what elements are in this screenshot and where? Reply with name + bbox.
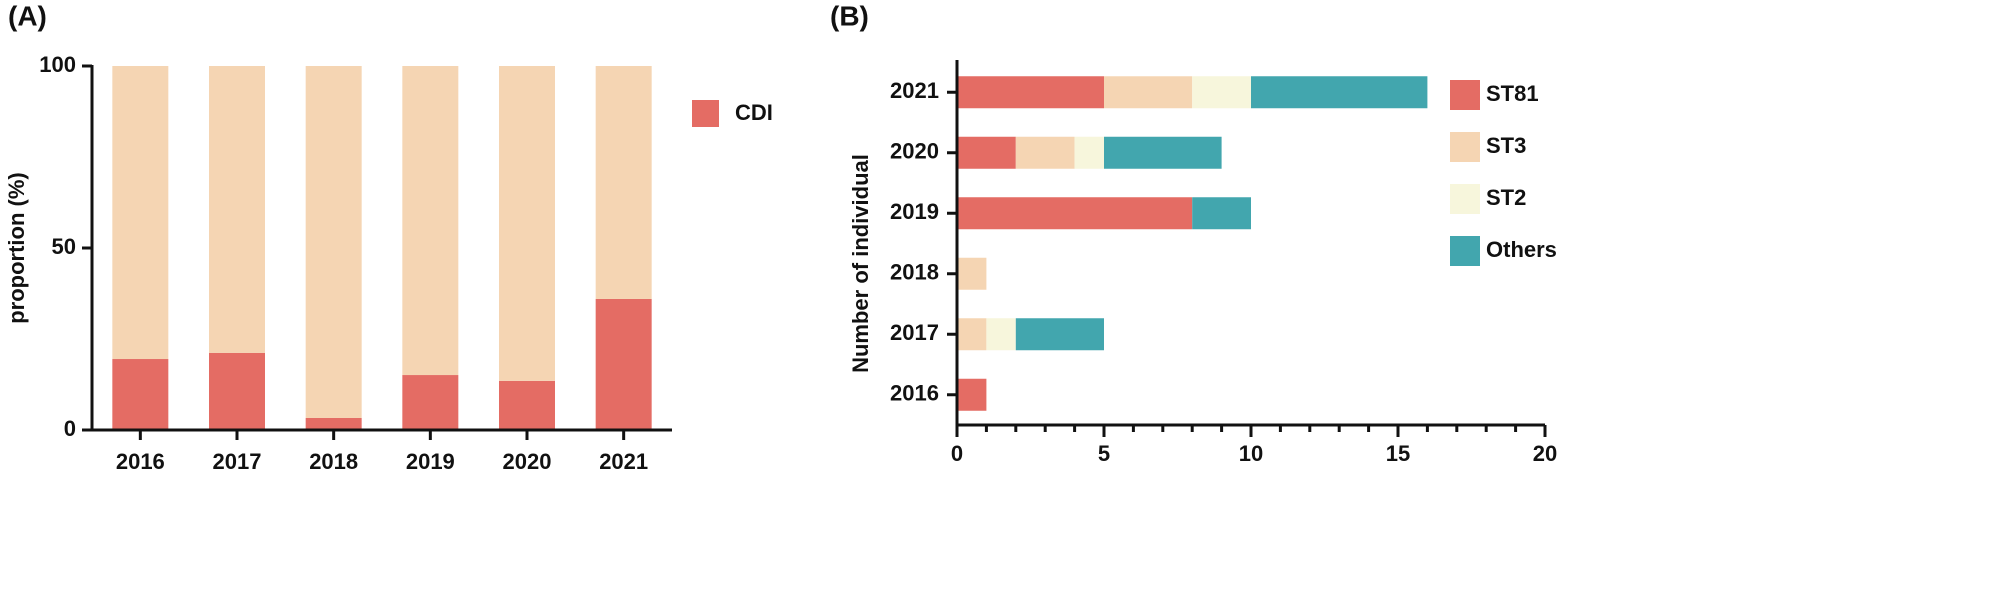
bar-segment [957, 378, 987, 411]
x-tick-label: 2016 [116, 449, 165, 474]
legend-label: CDI [735, 100, 773, 125]
x-tick-label: 0 [951, 441, 963, 466]
legend-swatch [692, 100, 719, 127]
y-tick-label: 2019 [890, 199, 939, 224]
x-tick-label: 10 [1239, 441, 1263, 466]
legend-swatch [1450, 184, 1480, 214]
bar-segment [499, 66, 555, 381]
bar-segment [1015, 136, 1075, 169]
panel-label: (B) [830, 0, 869, 31]
bar-segment [305, 66, 362, 418]
x-tick-label: 15 [1386, 441, 1410, 466]
y-axis-label: Number of individual [848, 154, 873, 373]
bar-segment [112, 359, 169, 430]
bar-segment [1074, 136, 1104, 169]
legend-swatch [1450, 236, 1480, 266]
bar-segment [957, 136, 1016, 169]
bar-segment [209, 352, 265, 430]
y-tick-label: 100 [39, 52, 76, 77]
bar-segment [1251, 76, 1428, 109]
bar-segment [986, 318, 1016, 351]
x-tick-label: 2021 [599, 449, 648, 474]
y-tick-label: 2016 [890, 381, 939, 406]
bar-segment [499, 380, 555, 430]
bar-segment [402, 66, 459, 376]
y-tick-label: 2017 [890, 320, 939, 345]
y-tick-label: 2020 [890, 139, 939, 164]
x-tick-label: 20 [1533, 441, 1557, 466]
x-tick-label: 2020 [503, 449, 552, 474]
bar-segment [957, 76, 1104, 109]
bar-segment [1104, 136, 1222, 169]
y-tick-label: 50 [52, 234, 76, 259]
y-axis-label: proportion (%) [4, 172, 29, 324]
x-tick-label: 5 [1098, 441, 1110, 466]
legend-label: Others [1486, 237, 1557, 262]
y-tick-label: 0 [64, 416, 76, 441]
bar-segment [1192, 76, 1251, 109]
legend-swatch [1450, 80, 1480, 110]
bar-segment [402, 375, 459, 430]
bar-segment [209, 66, 265, 353]
bar-segment [957, 318, 987, 351]
bar-segment [305, 417, 362, 430]
panel-label: (A) [8, 0, 47, 31]
bar-segment [595, 298, 652, 430]
x-tick-label: 2018 [309, 449, 358, 474]
legend-swatch [1450, 132, 1480, 162]
y-tick-label: 2018 [890, 260, 939, 285]
bar-segment [1104, 76, 1193, 109]
x-tick-label: 2017 [213, 449, 262, 474]
legend-label: ST81 [1486, 81, 1539, 106]
x-tick-label: 2019 [406, 449, 455, 474]
bar-segment [595, 66, 652, 299]
bar-segment [1015, 318, 1104, 351]
legend-label: ST2 [1486, 185, 1526, 210]
bar-segment [957, 257, 987, 290]
bar-segment [1192, 197, 1251, 230]
y-tick-label: 2021 [890, 78, 939, 103]
bar-segment [957, 197, 1193, 230]
bar-segment [112, 66, 169, 360]
legend-label: ST3 [1486, 133, 1526, 158]
